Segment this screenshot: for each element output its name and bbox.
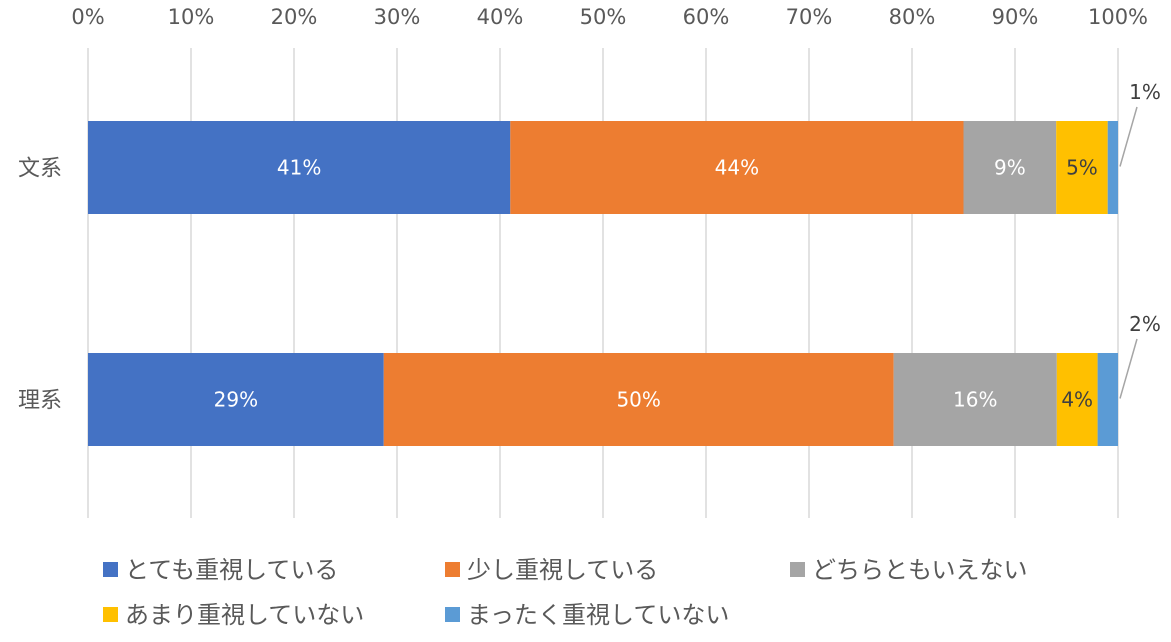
data-label: 29%: [214, 388, 258, 412]
legend-swatch: [103, 607, 118, 622]
data-label: 44%: [715, 156, 759, 180]
data-label: 16%: [953, 388, 997, 412]
data-label: 41%: [277, 156, 321, 180]
x-tick-label: 70%: [786, 5, 833, 29]
category-label: 文系: [18, 157, 62, 182]
legend-label: あまり重視していない: [125, 601, 364, 629]
legend-label: 少し重視している: [467, 556, 658, 584]
x-tick-label: 20%: [271, 5, 318, 29]
legend-swatch: [445, 607, 460, 622]
x-axis-ticks: 0% 10% 20% 30% 40% 50% 60% 70% 80% 90% 100%: [71, 5, 1148, 29]
bar-segment: [383, 353, 894, 446]
bar-segment: [893, 353, 1057, 446]
legend-swatch: [445, 562, 460, 577]
x-tick-label: 80%: [889, 5, 936, 29]
x-tick-label: 60%: [683, 5, 730, 29]
bar-segment: [1107, 121, 1118, 214]
gridlines: [87, 48, 1119, 518]
data-label: 50%: [616, 388, 660, 412]
data-label: 2%: [1129, 312, 1161, 336]
x-tick-label: 40%: [477, 5, 524, 29]
data-labels: 41% 44% 9% 5% 1% 29% 50% 16% 4% 2%: [214, 80, 1161, 412]
bars: [88, 121, 1118, 446]
bar-segment: [1097, 353, 1118, 446]
bar-segment: [1056, 353, 1098, 446]
legend-label: とても重視している: [125, 556, 338, 584]
x-tick-label: 100%: [1088, 5, 1148, 29]
data-label: 1%: [1129, 80, 1161, 104]
legend-swatch: [790, 562, 805, 577]
data-label: 4%: [1061, 388, 1093, 412]
category-label: 理系: [18, 389, 62, 414]
legend-label: どちらともいえない: [812, 556, 1028, 584]
bar-segment: [1056, 121, 1108, 214]
leader-line: [1119, 106, 1138, 167]
x-tick-label: 50%: [580, 5, 627, 29]
bar-segment: [88, 353, 384, 446]
bar-segment: [510, 121, 964, 214]
x-tick-label: 90%: [992, 5, 1039, 29]
leader-line: [1119, 338, 1138, 399]
bar-segment: [963, 121, 1057, 214]
x-tick-label: 30%: [374, 5, 421, 29]
x-tick-label: 10%: [168, 5, 215, 29]
bar-segment: [88, 121, 511, 214]
legend-swatch: [103, 562, 118, 577]
x-tick-label: 0%: [71, 5, 104, 29]
data-label: 9%: [994, 156, 1026, 180]
legend-label: まったく重視していない: [467, 601, 729, 629]
data-label: 5%: [1066, 156, 1098, 180]
